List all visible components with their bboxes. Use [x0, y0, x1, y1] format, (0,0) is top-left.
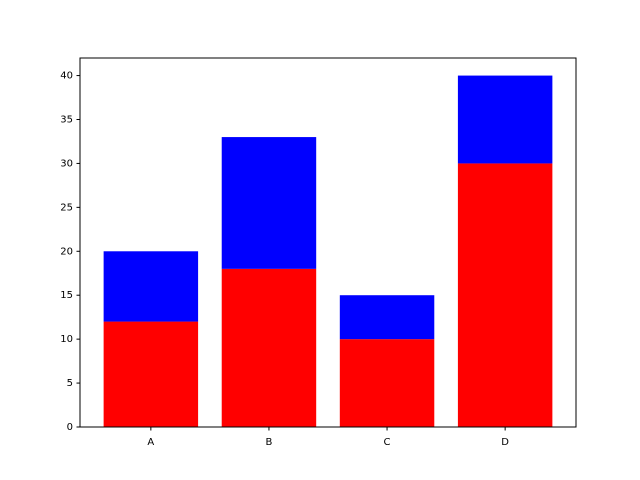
- bar-segment: [221, 137, 317, 269]
- bar-segment: [457, 163, 553, 427]
- bar-segment: [103, 251, 199, 322]
- y-tick-label: 20: [60, 246, 73, 257]
- y-tick-label: 25: [60, 202, 73, 213]
- x-tick-label: C: [384, 437, 391, 448]
- y-tick-label: 5: [67, 378, 73, 389]
- bar-segment: [103, 321, 199, 427]
- y-tick-label: 0: [67, 422, 73, 433]
- x-tick-label: B: [266, 437, 273, 448]
- bar-segment: [339, 295, 435, 340]
- axes-frame: [79, 57, 577, 428]
- y-tick-label: 10: [60, 334, 73, 345]
- y-tick-label: 15: [60, 290, 73, 301]
- y-tick-label: 35: [60, 115, 73, 126]
- y-tick-label: 30: [60, 158, 73, 169]
- y-tick-label: 40: [60, 71, 73, 82]
- bar-segment: [339, 339, 435, 427]
- x-tick-label: D: [501, 437, 509, 448]
- bar-segment: [457, 75, 553, 164]
- x-tick-label: A: [147, 437, 154, 448]
- bar-segment: [221, 268, 317, 427]
